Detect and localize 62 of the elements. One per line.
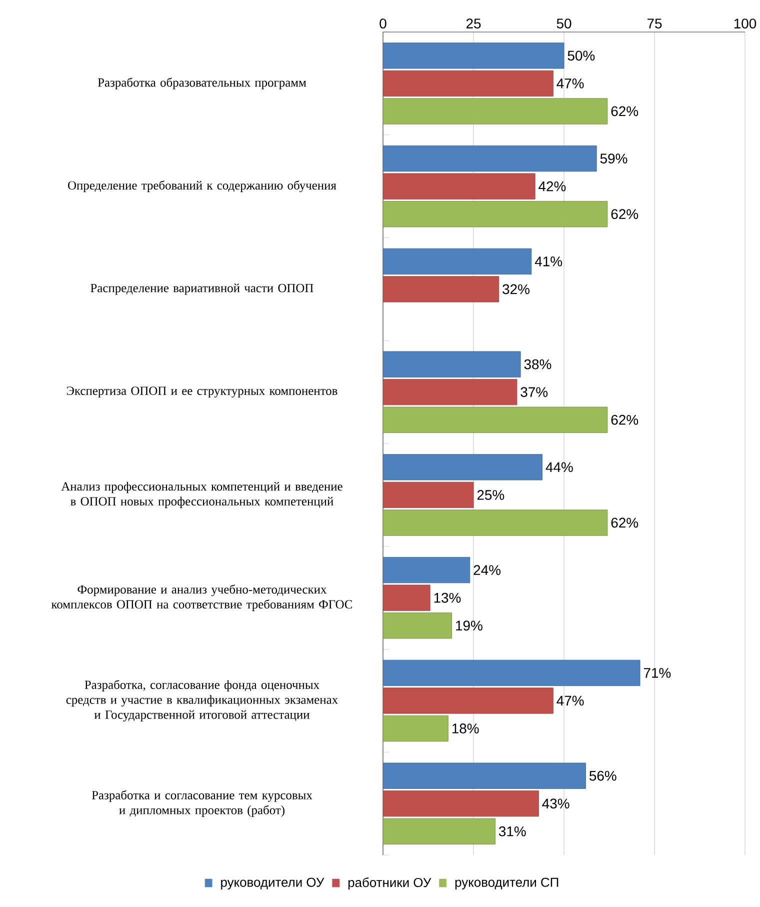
- legend-label: руководители СП: [455, 878, 558, 890]
- data-label: 62%: [611, 209, 638, 220]
- bar: [383, 248, 532, 274]
- data-label: 43%: [542, 798, 570, 809]
- data-label: 50%: [568, 50, 595, 61]
- data-label: 31%: [498, 826, 526, 836]
- x-tick-label: 0: [380, 18, 386, 28]
- bar: [383, 556, 470, 584]
- data-label: 62%: [611, 414, 638, 425]
- bar: [383, 145, 597, 172]
- data-label: 62%: [611, 518, 638, 528]
- data-label: 25%: [477, 490, 504, 500]
- bar: [383, 379, 518, 406]
- legend-label: работники ОУ: [348, 877, 432, 890]
- y-tick-label: Разработка, согласование фонда оценочных средств и участие в квалификационных экзаменах и Государственной итоговой аттестации: [66, 680, 338, 722]
- legend-label: руководители ОУ: [221, 878, 324, 890]
- x-tick-label: 50: [556, 18, 572, 28]
- y-tick-label: Разработка и согласование тем курсовых и дипломных проектов (работ): [92, 790, 312, 817]
- bar: [383, 612, 452, 639]
- bar: [383, 660, 640, 686]
- data-label: 41%: [534, 256, 562, 266]
- bar: [383, 762, 586, 789]
- bar: [383, 584, 430, 611]
- y-tick-label: Экспертиза ОПОП и ее структурных компонентов: [66, 386, 338, 398]
- bar: [383, 70, 554, 97]
- bar: [383, 201, 608, 228]
- data-label: 59%: [600, 154, 628, 164]
- bar: [383, 42, 564, 69]
- data-label: 42%: [538, 181, 566, 192]
- y-tick-label: Распределение вариативной части ОПОП: [90, 284, 314, 295]
- data-label: 37%: [520, 387, 548, 398]
- bar: [383, 482, 474, 508]
- data-label: 44%: [546, 462, 573, 472]
- data-label: 19%: [456, 620, 482, 631]
- data-label: 71%: [644, 668, 671, 678]
- bar: [383, 688, 554, 714]
- bar: [383, 454, 542, 480]
- bar: [383, 715, 448, 742]
- bar: [383, 98, 608, 124]
- x-tick-label: 25: [466, 18, 481, 28]
- bar: [383, 351, 521, 378]
- bar: [383, 818, 496, 844]
- data-label: 18%: [452, 724, 479, 734]
- data-label: 47%: [556, 78, 584, 88]
- y-tick-label: Анализ профессиональных компетенций и введение в ОПОП новых профессиональных компетенций: [61, 482, 342, 508]
- bar: [383, 276, 500, 302]
- data-label: 32%: [502, 284, 530, 294]
- bar: [383, 510, 608, 536]
- data-label: 13%: [434, 592, 461, 603]
- bar: [383, 406, 608, 433]
- bar: [383, 790, 539, 817]
- data-label: 47%: [556, 696, 584, 706]
- data-label: 38%: [524, 359, 552, 370]
- data-label: 24%: [474, 565, 500, 575]
- data-label: 62%: [611, 106, 638, 116]
- y-tick-label: Разработка образовательных программ: [98, 78, 306, 90]
- data-label: 56%: [589, 770, 616, 781]
- y-tick-label: Определение требований к содержанию обучения: [68, 180, 336, 192]
- bar: [383, 173, 536, 200]
- y-tick-label: Формирование и анализ учебно-методических комплексов ОПОП на соответствие требованиям ФГОС: [51, 584, 352, 612]
- x-tick-label: 75: [647, 18, 662, 28]
- x-tick-label: 100: [734, 18, 756, 28]
